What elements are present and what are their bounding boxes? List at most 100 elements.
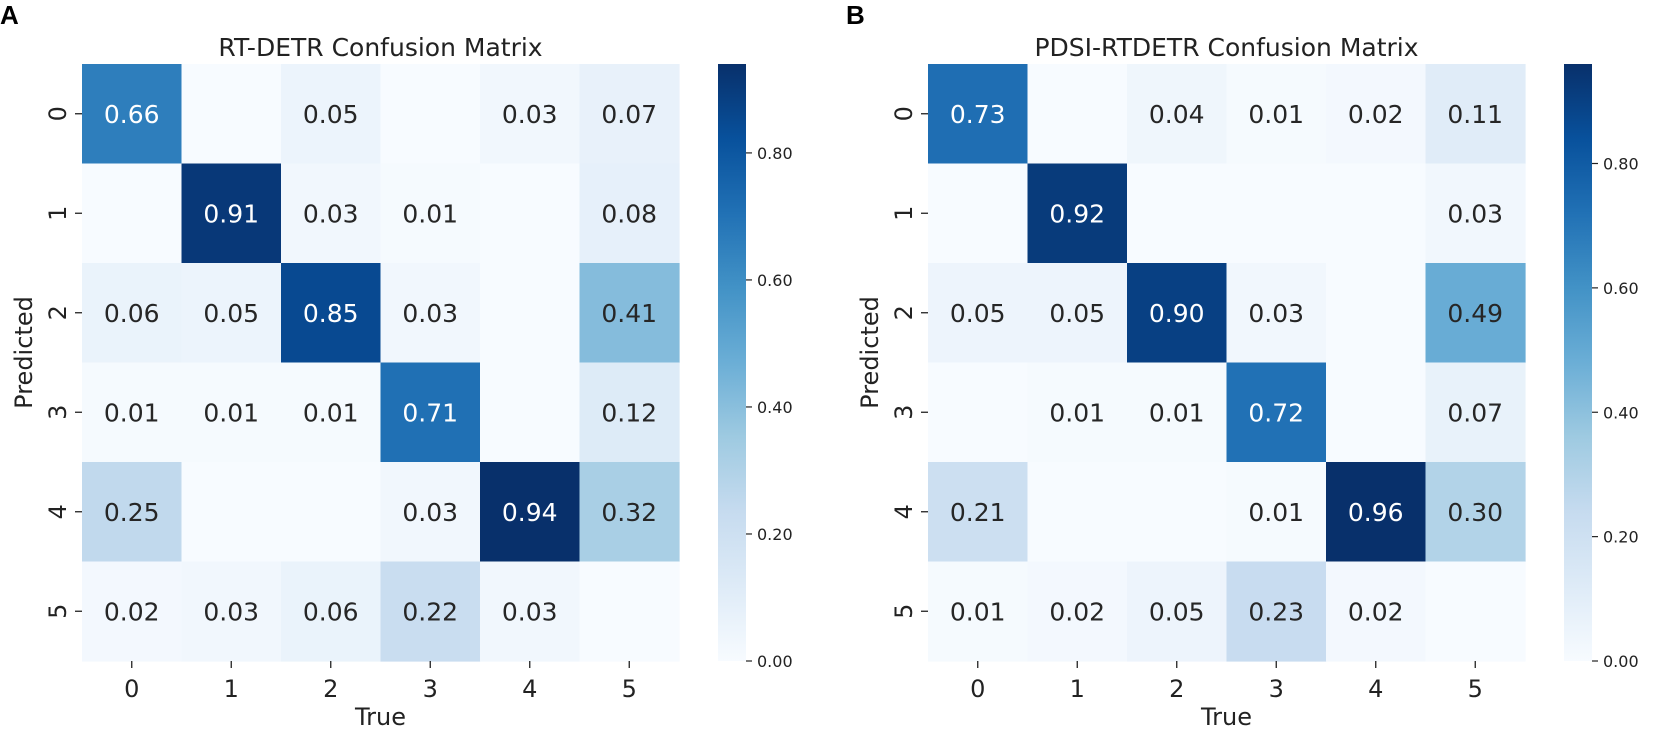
heatmap-cell [281,462,382,563]
cell-value-label: 0.03 [402,498,458,527]
cell-value-label: 0.11 [1447,100,1503,129]
cell-value-label: 0.03 [1248,299,1304,328]
heatmap-cell [1027,263,1128,364]
x-tick-label: 2 [1169,675,1184,703]
heatmap-cell [380,163,481,264]
x-axis-label: True [354,703,406,731]
heatmap-cell [181,163,282,264]
cell-value-label: 0.07 [1447,398,1503,427]
heatmap-cell [480,163,581,264]
y-tick-label: 0 [44,106,72,121]
cell-value-label: 0.49 [1447,299,1503,328]
y-tick-label: 4 [44,504,72,519]
cell-value-label: 0.07 [601,100,657,129]
heatmap-cell [1226,163,1327,264]
cell-value-label: 0.90 [1149,299,1205,328]
cell-value-label: 0.01 [950,597,1006,626]
cell-value-label: 0.03 [203,597,259,626]
y-tick-label: 2 [890,305,918,320]
cell-value-label: 0.96 [1348,498,1404,527]
x-tick-label: 3 [1269,675,1284,703]
heatmap-cell [1425,64,1526,165]
heatmap-cell [1127,64,1228,165]
cell-value-label: 0.05 [203,299,259,328]
cell-value-label: 0.02 [1348,100,1404,129]
heatmap-cell [380,561,481,662]
cell-value-label: 0.05 [303,100,359,129]
panel-b: B PDSI-RTDETR Confusion Matrix 0.73 0.04 0.… [846,0,1654,741]
y-tick-label: 0 [890,106,918,121]
cell-value-label: 0.01 [1248,100,1304,129]
cell-value-label: 0.03 [1447,199,1503,228]
heatmap-cell [480,263,581,364]
heatmap-cell [928,263,1029,364]
heatmap-cell [1226,64,1327,165]
cell-value-label: 0.23 [1248,597,1304,626]
heatmap-cell [82,163,183,264]
cell-value-label: 0.85 [303,299,359,328]
y-tick-label: 5 [44,604,72,619]
cell-value-label: 0.03 [402,299,458,328]
cell-value-label: 0.03 [502,100,558,129]
heatmap-cell [1326,561,1427,662]
heatmap-cell [1425,561,1526,662]
cell-value-label: 0.04 [1149,100,1205,129]
y-tick-label: 5 [890,604,918,619]
colorbar-tick-label: 0.40 [757,398,793,417]
cell-value-label: 0.66 [104,100,160,129]
cell-value-label: 0.02 [1348,597,1404,626]
y-tick-label: 3 [890,405,918,420]
x-tick-label: 4 [1368,675,1383,703]
cell-value-label: 0.08 [601,199,657,228]
heatmap-cell [281,263,382,364]
colorbar-tick-label: 0.40 [1603,403,1639,422]
heatmap-cell [579,64,680,165]
cell-value-label: 0.91 [203,199,259,228]
x-tick-label: 1 [224,675,239,703]
heatmap-cell [281,362,382,463]
heatmap-cell [928,462,1029,563]
colorbar-tick-label: 0.80 [757,144,793,163]
colorbar [1564,64,1592,661]
cell-value-label: 0.05 [1149,597,1205,626]
cell-value-label: 0.01 [1248,498,1304,527]
heatmap-cell [1027,462,1128,563]
heatmap-cell [181,64,282,165]
cell-value-label: 0.01 [1049,398,1105,427]
heatmap-cell [181,263,282,364]
colorbar-tick-label: 0.00 [757,652,793,671]
heatmap-cell [579,561,680,662]
cell-value-label: 0.06 [303,597,359,626]
y-tick-label: 3 [44,405,72,420]
heatmap-cell [1027,561,1128,662]
chart-title: RT-DETR Confusion Matrix [218,33,542,62]
x-tick-label: 0 [970,675,985,703]
heatmap-cell [579,462,680,563]
heatmap-cell [380,263,481,364]
heatmap-cell [1127,163,1228,264]
panel-a: A RT-DETR Confusion Matrix 0.66 0.05 0.03 0.… [0,0,793,731]
cell-value-label: 0.05 [1049,299,1105,328]
cell-value-label: 0.22 [402,597,458,626]
heatmap-cell [82,462,183,563]
colorbar-tick-label: 0.60 [1603,279,1639,298]
heatmap-cell [281,561,382,662]
cell-value-label: 0.71 [402,398,458,427]
heatmap-cell [928,362,1029,463]
heatmap-cell [181,362,282,463]
x-tick-label: 5 [622,675,637,703]
heatmap-b: PDSI-RTDETR Confusion Matrix 0.73 0.04 0.01… [856,33,1639,731]
heatmap-cell [1127,263,1228,364]
heatmap-cell [1027,163,1128,264]
heatmap-cell [1127,561,1228,662]
cell-value-label: 0.01 [303,398,359,427]
heatmap-a: RT-DETR Confusion Matrix 0.66 0.05 0.03 0.07… [10,33,793,731]
cell-value-label: 0.01 [402,199,458,228]
heatmap-cell [1425,462,1526,563]
heatmap-cell [480,64,581,165]
cell-value-label: 0.01 [104,398,160,427]
cell-value-label: 0.12 [601,398,657,427]
x-tick-label: 3 [423,675,438,703]
heatmap-cell [1226,263,1327,364]
panel-label-a: A [0,0,19,30]
